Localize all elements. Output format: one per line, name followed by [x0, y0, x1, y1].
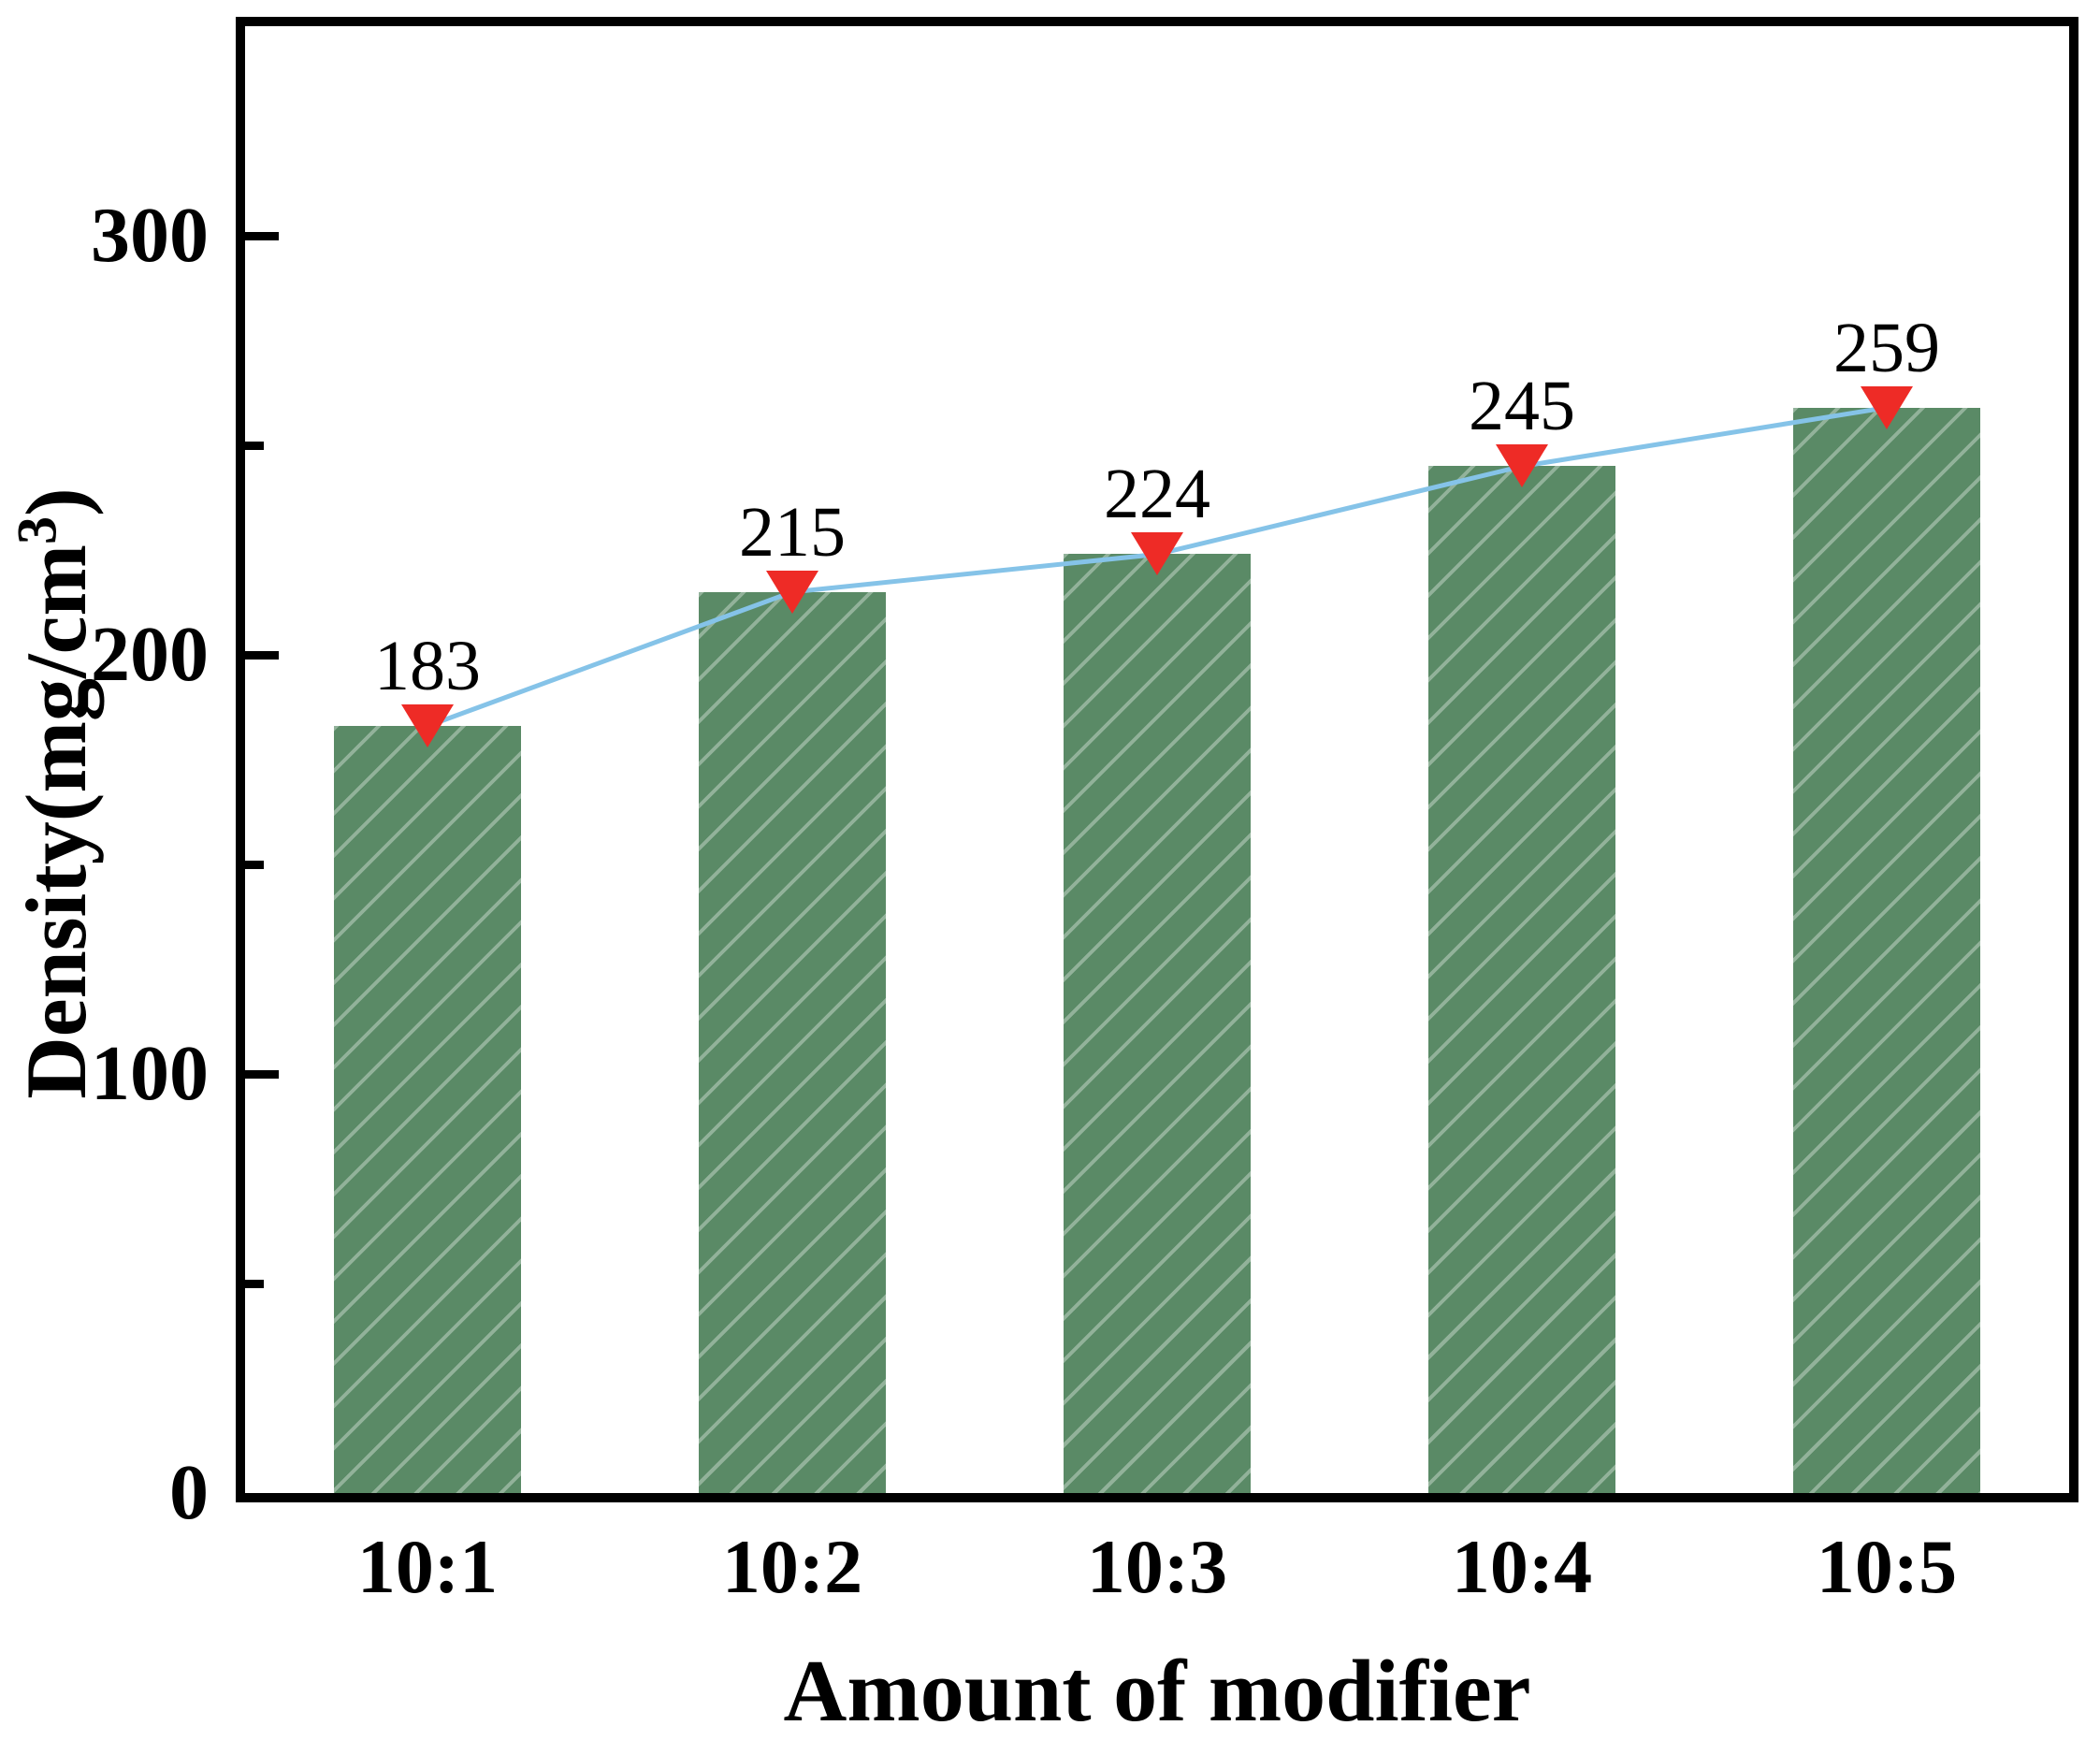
y-axis-title-close: ) [8, 487, 104, 516]
x-tick-label-10:3: 10:3 [1086, 1524, 1228, 1609]
x-tick-label-10:5: 10:5 [1816, 1524, 1958, 1609]
y-axis-title-text: Density(mg/cm [8, 544, 104, 1099]
x-tick-label-10:4: 10:4 [1451, 1524, 1593, 1609]
plot-area [236, 17, 2078, 1502]
y-axis-title-superscript: 3 [6, 515, 68, 544]
y-tick-label-0: 0 [169, 1449, 209, 1536]
x-axis-title: Amount of modifier [783, 1643, 1531, 1740]
y-axis-title: Density(mg/cm3) [4, 227, 109, 1359]
x-tick-label-10:1: 10:1 [356, 1524, 499, 1609]
x-tick-label-10:2: 10:2 [721, 1524, 863, 1609]
